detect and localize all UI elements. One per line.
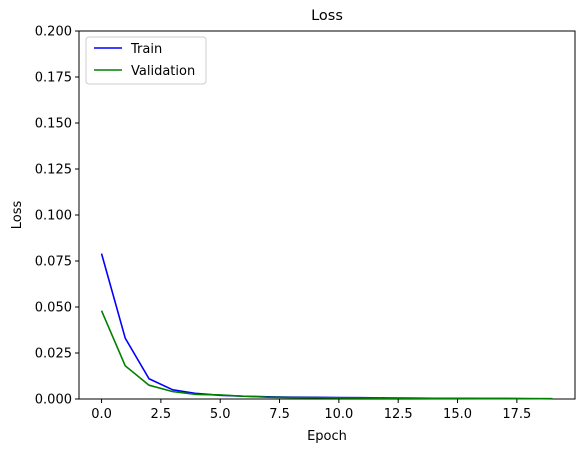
- plot-area: [78, 30, 576, 400]
- x-tick-label: 17.5: [502, 407, 531, 422]
- y-tick-label: 0.000: [35, 393, 72, 408]
- validation-line: [100, 310, 553, 400]
- y-tick-label: 0.075: [35, 255, 72, 270]
- x-axis: 0.0 2.5 5.0 7.5 10.0 12.5 15.0 17.5: [91, 399, 531, 422]
- y-tick-label: 0.050: [35, 301, 72, 316]
- legend-train-label: Train: [130, 42, 162, 57]
- x-tick-label: 12.5: [384, 407, 413, 422]
- x-tick-label: 7.5: [269, 407, 290, 422]
- y-tick-label: 0.175: [35, 71, 72, 86]
- y-tick-label: 0.025: [35, 347, 72, 362]
- series-lines: [100, 253, 553, 400]
- x-axis-label: Epoch: [307, 429, 347, 444]
- y-axis: 0.000 0.025 0.050 0.075 0.100 0.125 0.150 0.175…: [35, 25, 79, 408]
- y-tick-label: 0.150: [35, 117, 72, 132]
- y-tick-label: 0.100: [35, 209, 72, 224]
- x-tick-label: 0.0: [91, 407, 112, 422]
- chart-title: Loss: [311, 8, 343, 24]
- legend: Train Validation: [85, 36, 207, 85]
- x-tick-label: 2.5: [151, 407, 172, 422]
- x-tick-label: 10.0: [324, 407, 353, 422]
- train-line: [100, 253, 553, 400]
- y-tick-label: 0.125: [35, 163, 72, 178]
- legend-validation-label: Validation: [131, 64, 195, 79]
- y-tick-label: 0.200: [35, 25, 72, 40]
- x-tick-label: 5.0: [210, 407, 231, 422]
- x-tick-label: 15.0: [443, 407, 472, 422]
- y-axis-label: Loss: [10, 201, 25, 230]
